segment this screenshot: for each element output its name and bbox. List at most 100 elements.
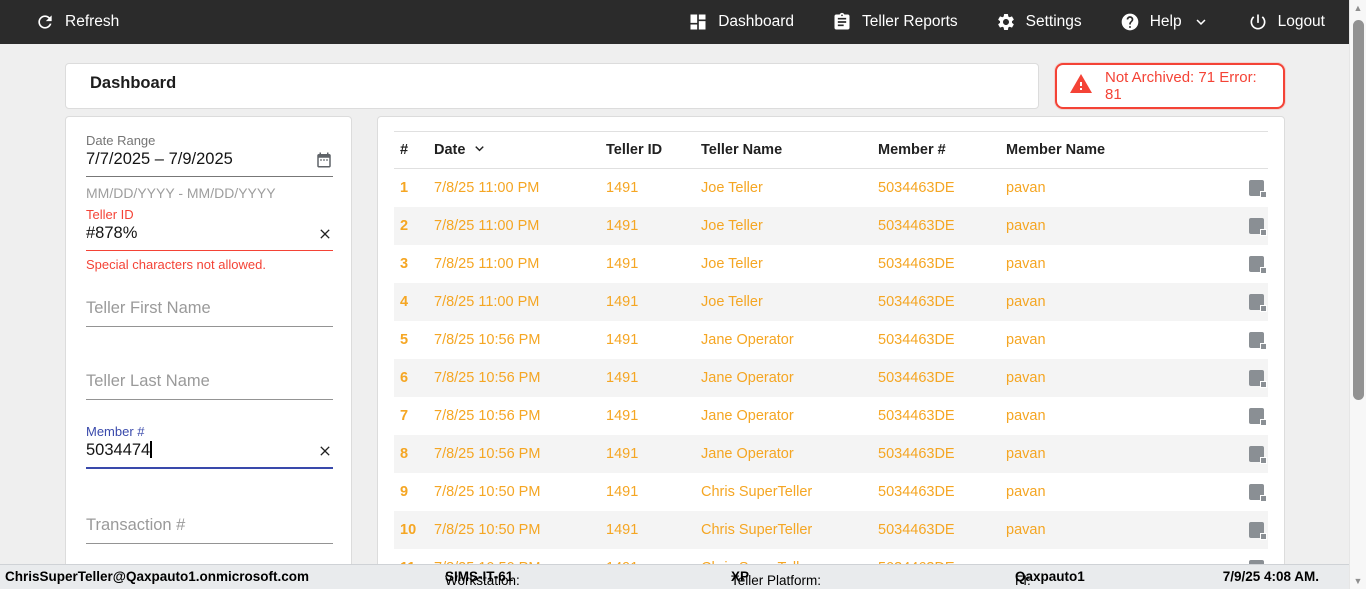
note-icon[interactable] [1249,370,1267,388]
refresh-label: Refresh [65,13,120,30]
teller-id-value[interactable]: #878% [86,224,138,242]
table-row[interactable]: 4 7/8/25 11:00 PM 1491 Joe Teller 503446… [394,283,1268,321]
cell-teller-id: 1491 [606,180,639,196]
cell-date: 7/8/25 11:00 PM [434,180,540,196]
cell-teller-id: 1491 [606,408,639,424]
teller-id-error: Special characters not allowed. [86,257,266,272]
calendar-icon[interactable] [315,151,333,169]
cell-member-number: 5034463DE [878,370,955,386]
clear-member-number-icon[interactable] [317,443,333,459]
cell-member-name: pavan [1006,484,1046,500]
text-cursor [150,441,152,458]
note-icon[interactable] [1249,294,1267,312]
cell-teller-name: Joe Teller [701,294,763,310]
note-icon[interactable] [1249,218,1267,236]
cell-teller-id: 1491 [606,332,639,348]
transactions-table: # Date Teller ID Teller Name Member # Me… [377,116,1285,573]
cell-row-number: 9 [400,484,409,500]
cell-member-number: 5034463DE [878,332,955,348]
refresh-button[interactable]: Refresh [35,12,119,32]
teller-first-name-input[interactable] [86,299,311,326]
table-header-row: # Date Teller ID Teller Name Member # Me… [394,131,1268,169]
transaction-number-input[interactable] [86,516,311,543]
nav-help[interactable]: Help [1120,12,1210,32]
scrollbar-thumb[interactable] [1353,20,1364,400]
note-icon[interactable] [1249,446,1267,464]
member-number-label: Member # [86,424,145,439]
cell-member-name: pavan [1006,180,1046,196]
cell-teller-id: 1491 [606,522,639,538]
note-icon[interactable] [1249,408,1267,426]
cell-member-name: pavan [1006,408,1046,424]
workstation-info: Workstation: SIMS-IT-61 [445,569,520,588]
col-header-teller-name[interactable]: Teller Name [701,142,783,158]
transaction-number-field [86,516,333,544]
nav-settings[interactable]: Settings [996,12,1082,32]
table-row[interactable]: 9 7/8/25 10:50 PM 1491 Chris SuperTeller… [394,473,1268,511]
cell-teller-name: Jane Operator [701,408,794,424]
member-number-field: Member # 5034474 [86,424,333,469]
table-row[interactable]: 2 7/8/25 11:00 PM 1491 Joe Teller 503446… [394,207,1268,245]
table-body: 1 7/8/25 11:00 PM 1491 Joe Teller 503446… [394,169,1268,572]
scroll-down-arrow-icon[interactable]: ▼ [1353,576,1363,586]
cell-date: 7/8/25 10:56 PM [434,332,541,348]
note-icon[interactable] [1249,180,1267,198]
teller-last-name-field [86,372,333,400]
clear-teller-id-icon[interactable] [317,226,333,242]
cell-member-number: 5034463DE [878,484,955,500]
table-row[interactable]: 1 7/8/25 11:00 PM 1491 Joe Teller 503446… [394,169,1268,207]
cell-teller-id: 1491 [606,370,639,386]
table-row[interactable]: 7 7/8/25 10:56 PM 1491 Jane Operator 503… [394,397,1268,435]
cell-row-number: 1 [400,180,409,196]
nav-dashboard-label: Dashboard [718,13,795,30]
cell-teller-id: 1491 [606,294,639,310]
note-icon[interactable] [1249,332,1267,350]
cell-teller-name: Joe Teller [701,218,763,234]
date-range-value[interactable]: 7/7/2025 – 7/9/2025 [86,150,233,168]
cell-teller-name: Joe Teller [701,256,763,272]
table-row[interactable]: 5 7/8/25 10:56 PM 1491 Jane Operator 503… [394,321,1268,359]
archive-error-alert[interactable]: Not Archived: 71 Error: 81 [1055,63,1285,109]
cell-date: 7/8/25 10:50 PM [434,522,541,538]
cell-member-number: 5034463DE [878,218,955,234]
cell-date: 7/8/25 11:00 PM [434,218,540,234]
col-header-member-number[interactable]: Member # [878,142,946,158]
nav-dashboard[interactable]: Dashboard [688,12,794,32]
table-row[interactable]: 6 7/8/25 10:56 PM 1491 Jane Operator 503… [394,359,1268,397]
nav-teller-reports[interactable]: Teller Reports [832,12,958,32]
cell-member-number: 5034463DE [878,180,955,196]
teller-id-field: Teller ID #878% Special characters not a… [86,207,333,272]
col-header-teller-id[interactable]: Teller ID [606,142,663,158]
cell-member-number: 5034463DE [878,294,955,310]
note-icon[interactable] [1249,522,1267,540]
chevron-down-icon [1192,13,1210,31]
cell-member-name: pavan [1006,218,1046,234]
dashboard-icon [688,12,708,32]
table-row[interactable]: 8 7/8/25 10:56 PM 1491 Jane Operator 503… [394,435,1268,473]
col-header-date[interactable]: Date [434,140,606,161]
scroll-up-arrow-icon[interactable]: ▲ [1353,3,1363,13]
table-row[interactable]: 10 7/8/25 10:50 PM 1491 Chris SuperTelle… [394,511,1268,549]
cell-teller-id: 1491 [606,218,639,234]
note-icon[interactable] [1249,256,1267,274]
table-row[interactable]: 3 7/8/25 11:00 PM 1491 Joe Teller 503446… [394,245,1268,283]
member-number-value[interactable]: 5034474 [86,441,152,459]
vertical-scrollbar[interactable]: ▲ ▼ [1349,0,1366,589]
cell-row-number: 10 [400,522,417,538]
cell-date: 7/8/25 10:56 PM [434,446,541,462]
teller-last-name-input[interactable] [86,372,311,399]
col-header-member-name[interactable]: Member Name [1006,142,1106,158]
cell-row-number: 8 [400,446,409,462]
cell-teller-name: Jane Operator [701,446,794,462]
warning-icon [1069,72,1093,100]
cell-teller-name: Jane Operator [701,332,794,348]
cell-teller-id: 1491 [606,256,639,272]
cell-row-number: 5 [400,332,409,348]
gear-icon [996,12,1016,32]
cell-member-name: pavan [1006,332,1046,348]
cell-row-number: 6 [400,370,409,386]
note-icon[interactable] [1249,484,1267,502]
nav-logout[interactable]: Logout [1248,12,1325,32]
cell-member-name: pavan [1006,256,1046,272]
cell-member-number: 5034463DE [878,522,955,538]
